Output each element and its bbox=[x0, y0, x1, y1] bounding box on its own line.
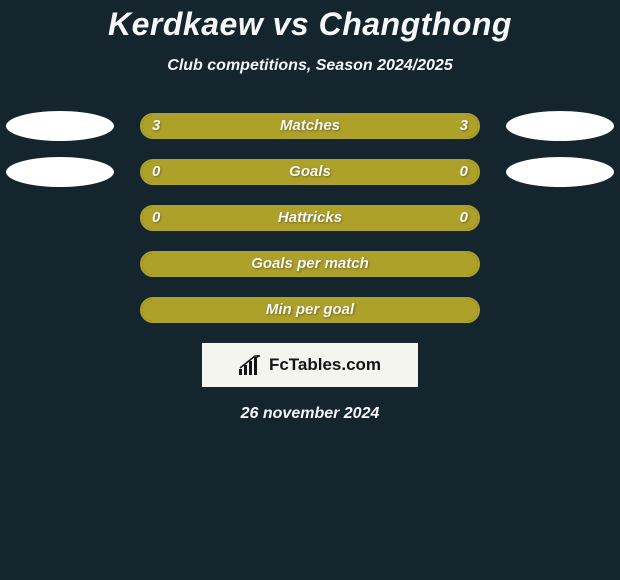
stat-label: Hattricks bbox=[140, 205, 480, 231]
player-pill-left bbox=[6, 111, 114, 141]
stat-label: Min per goal bbox=[140, 297, 480, 323]
stat-row: Min per goal bbox=[0, 297, 620, 323]
player-pill-right bbox=[506, 111, 614, 141]
stat-row: 3 3 Matches bbox=[0, 113, 620, 139]
stat-row: Goals per match bbox=[0, 251, 620, 277]
comparison-card: Kerdkaew vs Changthong Club competitions… bbox=[0, 0, 620, 580]
stat-row: 0 0 Hattricks bbox=[0, 205, 620, 231]
chart-icon bbox=[239, 355, 263, 375]
stat-label: Matches bbox=[140, 113, 480, 139]
stat-label: Goals bbox=[140, 159, 480, 185]
date-label: 26 november 2024 bbox=[0, 405, 620, 423]
page-subtitle: Club competitions, Season 2024/2025 bbox=[0, 57, 620, 75]
page-title: Kerdkaew vs Changthong bbox=[0, 0, 620, 43]
stat-label: Goals per match bbox=[140, 251, 480, 277]
player-pill-left bbox=[6, 157, 114, 187]
brand-badge[interactable]: FcTables.com bbox=[202, 343, 418, 387]
stat-row: 0 0 Goals bbox=[0, 159, 620, 185]
brand-text: FcTables.com bbox=[269, 355, 381, 375]
stats-container: 3 3 Matches 0 0 Goals 0 0 Hattricks bbox=[0, 113, 620, 323]
player-pill-right bbox=[506, 157, 614, 187]
